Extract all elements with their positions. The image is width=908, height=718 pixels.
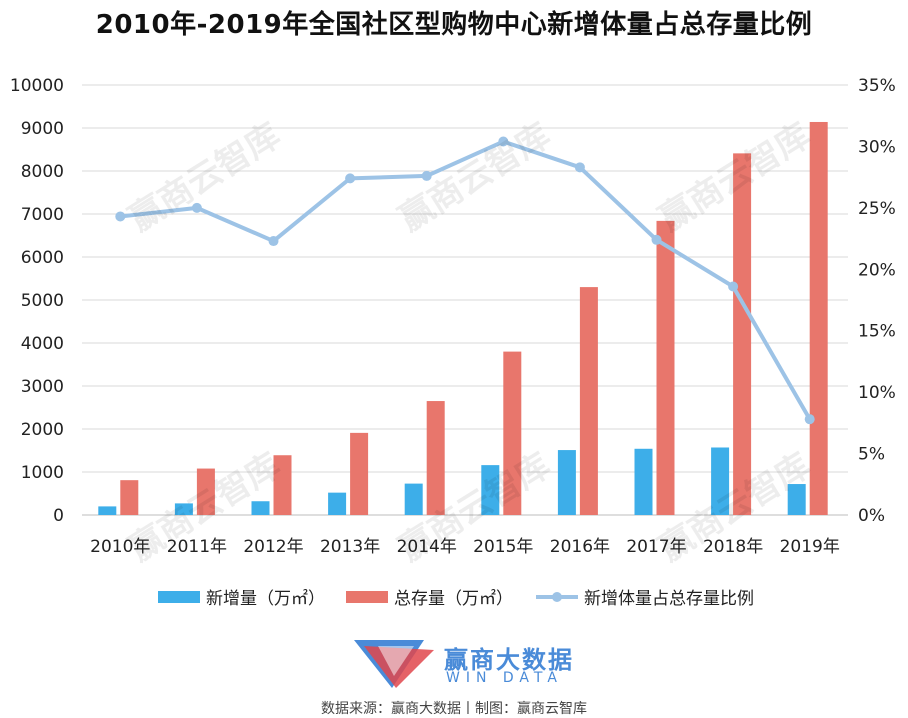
left-tick-label: 3000 xyxy=(21,377,64,397)
legend-item-new: 新增量（万㎡） xyxy=(158,584,325,609)
left-tick-label: 10000 xyxy=(10,76,64,96)
left-tick-label: 1000 xyxy=(21,463,64,483)
left-tick-label: 7000 xyxy=(21,205,64,225)
bar-new xyxy=(557,450,576,515)
x-tick-label: 2015年 xyxy=(473,537,533,557)
ratio-point xyxy=(804,414,815,425)
bar-new xyxy=(634,448,653,515)
x-tick-label: 2019年 xyxy=(780,537,840,557)
bar-total xyxy=(350,432,369,515)
x-tick-label: 2011年 xyxy=(167,537,227,557)
ratio-point xyxy=(345,173,356,184)
x-tick-label: 2012年 xyxy=(243,537,303,557)
legend-label-new: 新增量（万㎡） xyxy=(206,589,325,609)
left-tick-label: 9000 xyxy=(21,119,64,139)
chart: 0 1000 2000 3000 4000 5000 6000 7000 8000 9000 100… xyxy=(10,76,896,557)
right-tick-label: 30% xyxy=(858,137,896,157)
ratio-point xyxy=(728,281,739,292)
left-tick-label: 5000 xyxy=(21,291,64,311)
right-tick-label: 0% xyxy=(858,506,885,526)
ratio-point xyxy=(498,136,509,147)
ratio-point xyxy=(268,236,279,247)
bar-new xyxy=(711,447,730,515)
x-tick-label: 2010年 xyxy=(90,537,150,557)
bars xyxy=(98,121,828,515)
source-note: 数据来源：赢商大数据丨制图：赢商云智库 xyxy=(321,701,587,717)
bar-total xyxy=(579,287,598,515)
right-axis-ticks: 0% 5% 10% 15% 20% 25% 30% 35% xyxy=(858,76,896,526)
legend-label-ratio: 新增体量占总存量比例 xyxy=(584,589,754,609)
ratio-point xyxy=(191,202,202,213)
legend-label-total: 总存量（万㎡） xyxy=(394,589,513,609)
legend-swatch-ratio xyxy=(536,590,578,604)
x-tick-label: 2013年 xyxy=(320,537,380,557)
bar-new xyxy=(251,501,270,515)
right-tick-label: 15% xyxy=(858,322,896,342)
ratio-point xyxy=(421,170,432,181)
ratio-point xyxy=(651,234,662,245)
left-tick-label: 2000 xyxy=(21,420,64,440)
right-tick-label: 20% xyxy=(858,260,896,280)
bar-new xyxy=(481,465,500,515)
right-tick-label: 35% xyxy=(858,76,896,96)
bar-total xyxy=(196,468,215,515)
ratio-line-path xyxy=(120,139,812,421)
legend-item-total: 总存量（万㎡） xyxy=(346,584,513,609)
chart-title: 2010年-2019年全国社区型购物中心新增体量占总存量比例 xyxy=(95,10,813,40)
x-tick-label: 2017年 xyxy=(626,537,686,557)
x-axis-ticks: 2010年 2011年 2012年 2013年 2014年 2015年 2016年 2017年… xyxy=(90,537,840,557)
bar-total xyxy=(426,401,445,515)
ratio-line xyxy=(115,136,815,425)
bar-new xyxy=(98,506,117,515)
left-axis-ticks: 0 1000 2000 3000 4000 5000 6000 7000 8000 9000 100… xyxy=(10,76,64,526)
x-tick-label: 2016年 xyxy=(550,537,610,557)
bar-new xyxy=(174,503,193,515)
bar-total xyxy=(656,220,675,515)
logo-text-en: WIN DATA xyxy=(446,670,563,686)
bar-total xyxy=(733,153,752,515)
bar-total xyxy=(503,351,522,515)
left-tick-label: 0 xyxy=(53,506,64,526)
bar-total xyxy=(809,121,828,515)
x-tick-label: 2014年 xyxy=(397,537,457,557)
bar-total xyxy=(273,455,292,515)
right-tick-label: 5% xyxy=(858,445,885,465)
legend: 新增量（万㎡） 总存量（万㎡） 新增体量占总存量比例 xyxy=(0,584,908,610)
right-tick-label: 25% xyxy=(858,199,896,219)
logo-text-cn: 赢商大数据 xyxy=(444,646,574,674)
right-tick-label: 10% xyxy=(858,383,896,403)
x-tick-label: 2018年 xyxy=(703,537,763,557)
left-tick-label: 4000 xyxy=(21,334,64,354)
legend-swatch-total xyxy=(346,590,388,603)
ratio-point xyxy=(115,211,126,222)
win-data-logo-icon xyxy=(354,640,434,688)
bar-new xyxy=(787,484,806,515)
legend-swatch-new xyxy=(158,590,200,603)
bar-new xyxy=(328,492,347,515)
left-tick-label: 6000 xyxy=(21,248,64,268)
legend-item-ratio: 新增体量占总存量比例 xyxy=(536,584,754,609)
bar-new xyxy=(404,483,423,515)
ratio-point xyxy=(574,162,585,173)
left-tick-label: 8000 xyxy=(21,162,64,182)
bar-total xyxy=(120,480,139,515)
